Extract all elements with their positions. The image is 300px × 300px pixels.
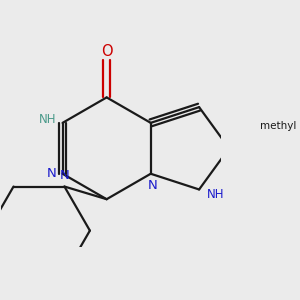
Text: methyl: methyl <box>260 121 296 131</box>
Text: N: N <box>47 167 56 180</box>
Text: N: N <box>60 169 69 182</box>
Text: NH: NH <box>39 113 56 126</box>
Text: O: O <box>101 44 112 59</box>
Text: N: N <box>148 179 157 192</box>
Text: NH: NH <box>207 188 225 201</box>
